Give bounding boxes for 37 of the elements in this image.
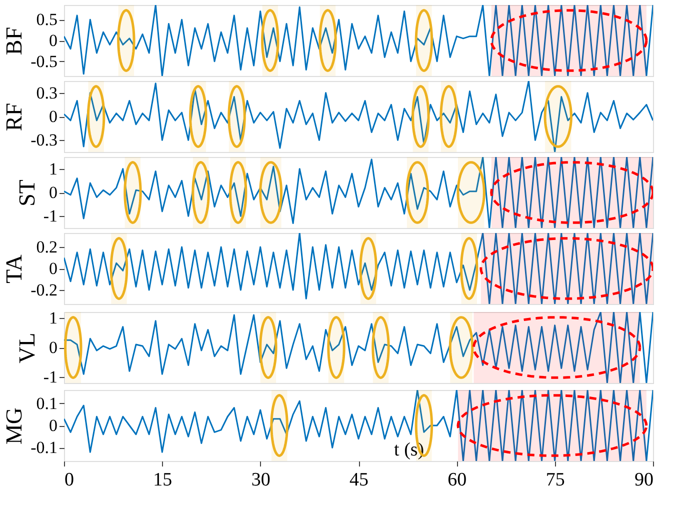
y-tick-label: 0	[49, 416, 58, 435]
y-tick-label: 0.3	[36, 83, 58, 102]
x-tick-label: 30	[251, 470, 270, 490]
y-tick-label: 0	[49, 31, 58, 50]
line-series	[64, 157, 653, 228]
y-tick-label: -1	[43, 368, 58, 387]
y-axis-title: ST	[14, 180, 40, 206]
y-tick-label: 0	[49, 183, 58, 202]
y-tick-label: 1	[49, 308, 58, 328]
line-series	[64, 5, 653, 76]
y-tick-label: 0	[49, 107, 58, 126]
y-axis-title: TA	[2, 254, 27, 284]
y-tick-label: 0.2	[36, 237, 58, 256]
y-tick-label: 0	[49, 338, 58, 357]
y-tick-label: 0.5	[36, 10, 58, 30]
line-series	[64, 312, 653, 383]
y-tick-label: 0.1	[36, 394, 58, 413]
x-tick-label: 15	[153, 470, 172, 490]
y-tick-label: -1	[43, 206, 58, 226]
y-tick-label: -0.2	[30, 280, 58, 300]
line-series	[64, 390, 653, 461]
x-tick-label: 75	[546, 470, 565, 490]
y-tick-label: -0.3	[30, 130, 58, 150]
line-series	[64, 81, 653, 152]
y-axis-title: VL	[14, 332, 40, 364]
y-tick-label: -0.5	[30, 52, 58, 71]
y-axis-title: RF	[2, 102, 27, 132]
y-tick-label: 0	[49, 259, 58, 278]
y-axis-title: MG	[2, 407, 27, 445]
x-tick-label: 90	[634, 470, 654, 490]
x-tick-label: 0	[64, 470, 74, 490]
y-axis-title: BF	[2, 26, 27, 56]
line-series	[64, 233, 653, 304]
y-tick-label: 1	[49, 159, 58, 178]
x-tick-label: 60	[448, 470, 467, 490]
y-tick-label: -0.1	[30, 438, 58, 458]
x-tick-label: 45	[350, 470, 368, 490]
